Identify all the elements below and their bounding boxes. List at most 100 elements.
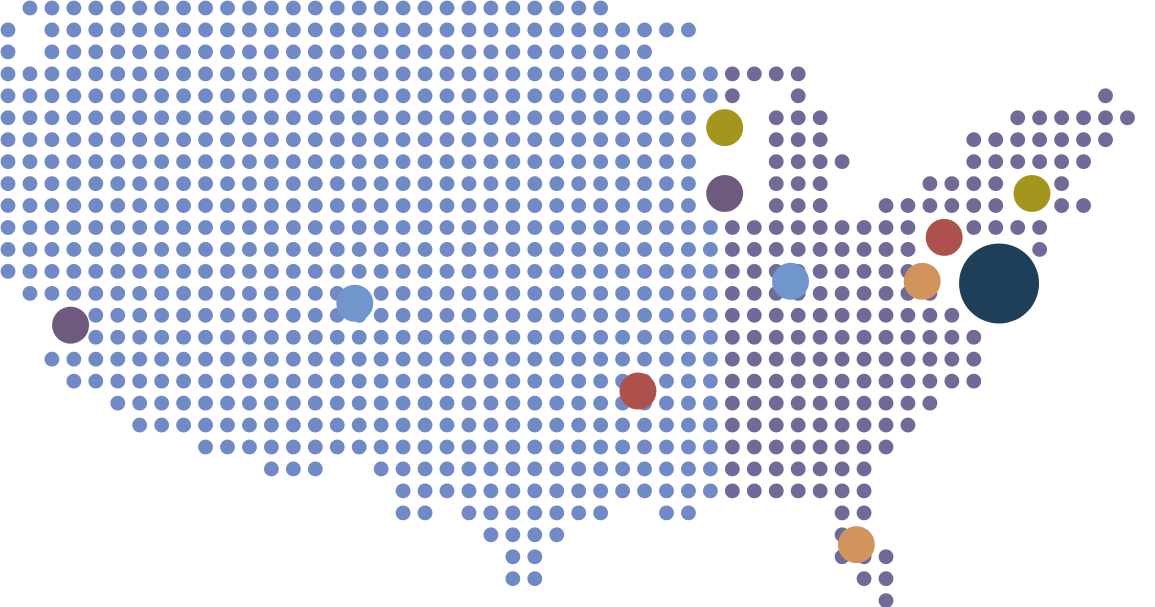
map-dot (637, 154, 652, 170)
map-dot (395, 505, 411, 521)
map-dot (812, 242, 828, 257)
map-dot (154, 198, 170, 213)
map-dot (461, 176, 477, 192)
map-dot (549, 285, 565, 301)
map-dot (505, 88, 521, 104)
map-marker[interactable] (1013, 174, 1051, 212)
map-dot (790, 198, 806, 213)
map-dot (373, 373, 389, 389)
map-dot (505, 242, 521, 257)
map-dot (724, 373, 740, 389)
map-marker[interactable] (706, 174, 744, 212)
map-dot (593, 198, 609, 213)
map-dot (461, 220, 477, 235)
map-dot (483, 242, 499, 257)
map-dot (417, 373, 433, 389)
map-dot (878, 571, 894, 587)
large-map-marker[interactable] (959, 243, 1040, 324)
map-dot (307, 307, 323, 323)
map-dot (505, 198, 521, 213)
map-dot (527, 307, 543, 323)
map-dot (659, 264, 674, 279)
map-marker[interactable] (837, 526, 875, 564)
map-dot (110, 88, 126, 104)
map-dot (878, 549, 894, 565)
map-marker[interactable] (925, 218, 963, 256)
map-dot (790, 66, 806, 82)
map-dot (220, 264, 235, 279)
map-dot (439, 329, 455, 345)
map-dot (593, 242, 609, 257)
map-dot (220, 395, 235, 411)
map-marker[interactable] (52, 306, 90, 344)
map-dot (1076, 110, 1091, 126)
map-dot (703, 66, 718, 82)
map-marker[interactable] (336, 284, 374, 322)
map-dot (944, 198, 960, 213)
map-dot (593, 439, 609, 455)
map-dot (790, 132, 806, 148)
map-dot (176, 44, 192, 60)
map-dot (746, 439, 762, 455)
map-dot (615, 22, 630, 38)
map-dot (395, 285, 411, 301)
map-dot (285, 307, 301, 323)
map-dot (285, 417, 301, 433)
map-dot (505, 307, 521, 323)
map-dot (637, 22, 652, 38)
map-dot (154, 44, 170, 60)
map-dot (439, 285, 455, 301)
map-dot (834, 483, 850, 499)
map-dot (154, 351, 170, 367)
map-dot (198, 351, 213, 367)
map-marker[interactable] (706, 109, 744, 147)
map-dot (571, 264, 587, 279)
map-dot (527, 110, 543, 126)
map-dot (439, 220, 455, 235)
map-dot (351, 176, 367, 192)
map-dot (834, 351, 850, 367)
map-dot (483, 220, 499, 235)
map-dot (659, 373, 674, 389)
map-dot (329, 373, 345, 389)
map-dot (264, 264, 279, 279)
map-dot (242, 264, 257, 279)
map-marker[interactable] (903, 262, 941, 300)
map-dot (461, 110, 477, 126)
map-dot (351, 417, 367, 433)
map-dot (768, 242, 784, 257)
map-dot (242, 44, 257, 60)
map-marker[interactable] (619, 372, 657, 410)
map-dot (724, 461, 740, 477)
map-dot (417, 88, 433, 104)
map-dot (659, 66, 674, 82)
map-dot (176, 373, 192, 389)
map-dot (461, 154, 477, 170)
map-dot (242, 242, 257, 257)
map-dot (461, 0, 477, 16)
map-dot (0, 22, 16, 38)
map-dot (505, 505, 521, 521)
map-dot (659, 461, 674, 477)
map-dot (417, 307, 433, 323)
map-marker[interactable] (772, 262, 810, 300)
map-dot (922, 198, 938, 213)
map-dot (637, 307, 652, 323)
map-dot (812, 461, 828, 477)
map-dot (132, 198, 148, 213)
map-dot (329, 329, 345, 345)
map-dot (1032, 154, 1048, 170)
map-dot (483, 198, 499, 213)
map-dot (944, 373, 960, 389)
map-dot (88, 0, 104, 16)
map-dot (44, 110, 60, 126)
map-dot (812, 395, 828, 411)
map-dot (1098, 110, 1113, 126)
map-dot (439, 88, 455, 104)
map-dot (417, 483, 433, 499)
map-dot (154, 373, 170, 389)
map-dot (351, 395, 367, 411)
map-dot (66, 264, 82, 279)
map-dot (198, 373, 213, 389)
map-dot (593, 66, 609, 82)
